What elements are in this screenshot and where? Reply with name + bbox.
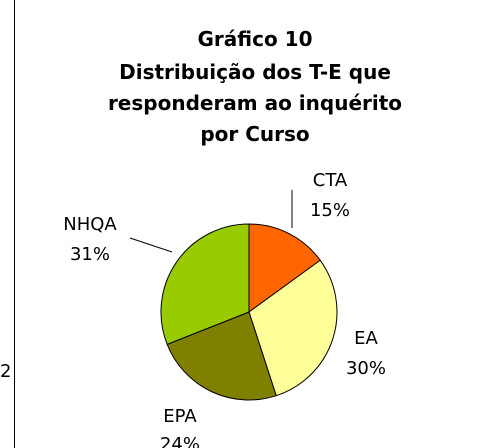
title-line: Gráfico 10 (198, 27, 313, 51)
slice-value-label: 15% (310, 200, 350, 221)
pie-slice (248, 223, 321, 313)
slice-label: NHQA (63, 214, 117, 235)
slice-label: EPA (163, 406, 197, 427)
slice-value-label: 24% (160, 434, 200, 448)
slice-value-label: 30% (346, 358, 386, 379)
side-text: 2 (0, 361, 11, 382)
leader-line (129, 237, 173, 253)
pie-slice (160, 223, 250, 346)
title-line: Distribuição dos T-E que (119, 60, 391, 84)
slice-label: CTA (313, 170, 348, 191)
pie-slice (248, 259, 338, 397)
slice-label: EA (354, 328, 378, 349)
title-line: por Curso (200, 122, 309, 146)
title-line: responderam ao inquérito (108, 91, 402, 115)
slice-value-label: 31% (70, 244, 110, 265)
